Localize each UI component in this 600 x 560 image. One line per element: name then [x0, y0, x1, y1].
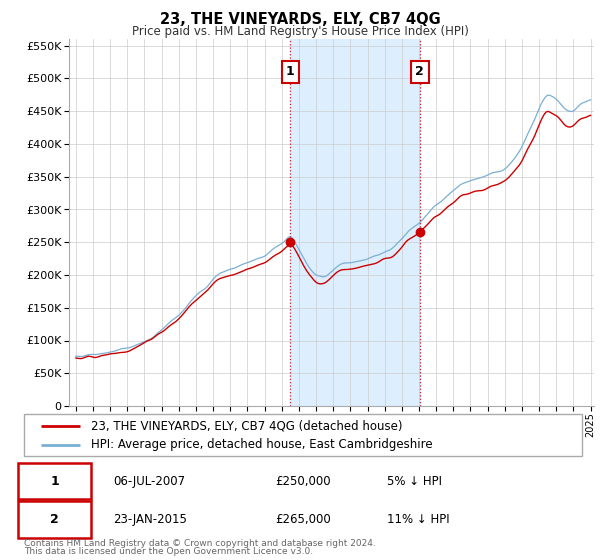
Text: £250,000: £250,000 — [275, 475, 331, 488]
Bar — [290, 39, 420, 406]
Text: 23-JAN-2015: 23-JAN-2015 — [113, 513, 187, 526]
Text: 2: 2 — [415, 66, 424, 78]
FancyBboxPatch shape — [19, 501, 91, 538]
Text: Price paid vs. HM Land Registry's House Price Index (HPI): Price paid vs. HM Land Registry's House … — [131, 25, 469, 38]
Text: 1: 1 — [50, 475, 59, 488]
Text: This data is licensed under the Open Government Licence v3.0.: This data is licensed under the Open Gov… — [24, 547, 313, 556]
Text: 5% ↓ HPI: 5% ↓ HPI — [387, 475, 442, 488]
Text: 23, THE VINEYARDS, ELY, CB7 4QG (detached house): 23, THE VINEYARDS, ELY, CB7 4QG (detache… — [91, 419, 403, 433]
FancyBboxPatch shape — [19, 463, 91, 500]
Text: 11% ↓ HPI: 11% ↓ HPI — [387, 513, 449, 526]
Text: £265,000: £265,000 — [275, 513, 331, 526]
Text: 2: 2 — [50, 513, 59, 526]
FancyBboxPatch shape — [24, 414, 582, 456]
Text: 1: 1 — [286, 66, 295, 78]
Text: 06-JUL-2007: 06-JUL-2007 — [113, 475, 185, 488]
Text: Contains HM Land Registry data © Crown copyright and database right 2024.: Contains HM Land Registry data © Crown c… — [24, 539, 376, 548]
Text: HPI: Average price, detached house, East Cambridgeshire: HPI: Average price, detached house, East… — [91, 438, 433, 451]
Text: 23, THE VINEYARDS, ELY, CB7 4QG: 23, THE VINEYARDS, ELY, CB7 4QG — [160, 12, 440, 27]
